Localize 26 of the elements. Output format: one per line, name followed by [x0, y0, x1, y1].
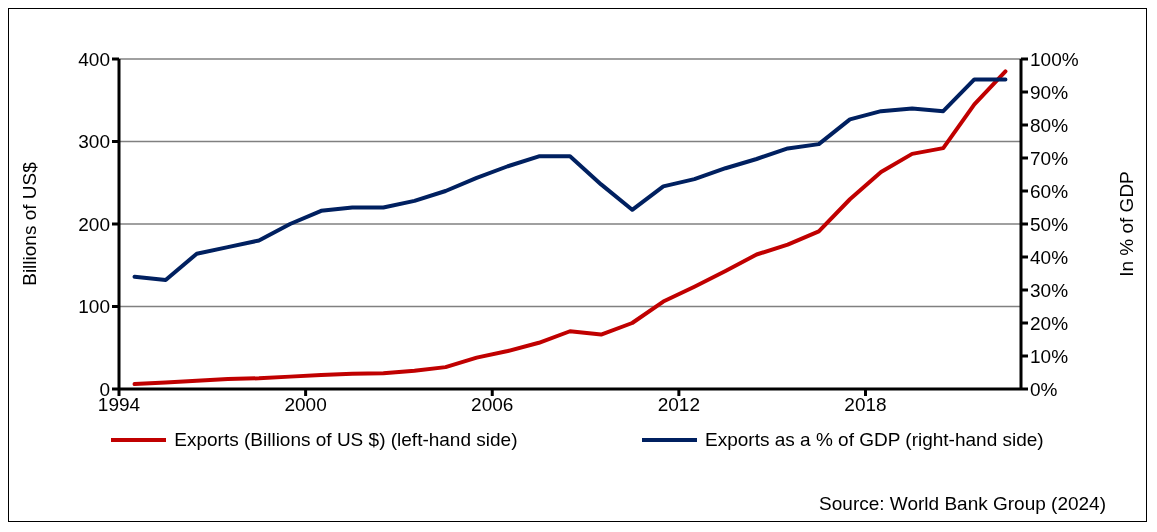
y2-tick-label: 70% — [1030, 147, 1069, 169]
y2-tick-label: 80% — [1030, 114, 1069, 136]
y2-tick-label: 20% — [1030, 312, 1069, 334]
y2-axis-title: In % of GDP — [1115, 171, 1137, 277]
y-tick-label: 400 — [78, 48, 110, 70]
line-series — [132, 77, 1008, 283]
legend-label: Exports (Billions of US $) (left-hand side) — [174, 429, 518, 451]
y-tick-label: 300 — [78, 131, 110, 153]
y2-tick-label: 90% — [1030, 81, 1069, 103]
y2-tick-label: 10% — [1030, 345, 1069, 367]
y2-tick-label: 40% — [1030, 246, 1069, 268]
line-series — [132, 69, 1008, 387]
x-tick-label: 2018 — [844, 394, 887, 416]
x-tick-label: 2000 — [284, 394, 327, 416]
y-tick-label: 100 — [78, 296, 110, 318]
source-note: Source: World Bank Group (2024) — [819, 493, 1106, 515]
y-tick-label: 200 — [78, 213, 110, 235]
y2-tick-label: 50% — [1030, 213, 1069, 235]
x-tick-label: 2012 — [657, 394, 700, 416]
y2-tick-label: 100% — [1030, 48, 1079, 70]
y2-tick-label: 0% — [1030, 378, 1058, 400]
y-axis-title: Billions of US$ — [18, 161, 40, 286]
y2-tick-label: 30% — [1030, 279, 1069, 301]
x-tick-label: 2006 — [471, 394, 514, 416]
legend-label: Exports as a % of GDP (right-hand side) — [705, 429, 1044, 451]
y2-tick-label: 60% — [1030, 180, 1069, 202]
